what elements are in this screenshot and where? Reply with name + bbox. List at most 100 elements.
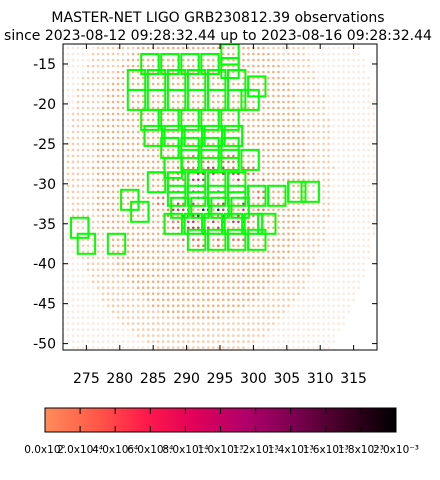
probability-point	[352, 154, 355, 158]
probability-point	[242, 298, 245, 302]
probability-point	[302, 130, 305, 134]
probability-point	[187, 142, 190, 146]
probability-point	[187, 160, 190, 164]
probability-point	[322, 118, 325, 122]
probability-point	[136, 178, 140, 182]
probability-point	[141, 322, 145, 325]
probability-point	[176, 244, 180, 247]
probability-point	[136, 340, 140, 343]
probability-point	[232, 118, 235, 122]
probability-point	[212, 208, 215, 212]
probability-point	[76, 112, 80, 116]
probability-point	[171, 166, 175, 170]
probability-point	[337, 82, 340, 86]
probability-point	[272, 268, 275, 272]
probability-point	[91, 130, 95, 134]
probability-point	[86, 142, 90, 146]
probability-point	[187, 262, 190, 266]
probability-point	[292, 148, 295, 152]
observation-field	[200, 108, 220, 131]
probability-point	[202, 100, 205, 104]
probability-point	[141, 208, 145, 212]
probability-point	[207, 130, 210, 134]
probability-point	[202, 280, 205, 284]
probability-point	[252, 100, 255, 104]
probability-point	[302, 280, 305, 284]
probability-point	[252, 190, 255, 194]
probability-point	[277, 232, 280, 236]
probability-point	[81, 220, 85, 224]
probability-point	[277, 208, 280, 212]
probability-point	[307, 196, 310, 200]
probability-point	[66, 124, 70, 128]
probability-point	[297, 52, 300, 56]
probability-point	[101, 142, 105, 146]
probability-point	[307, 178, 310, 182]
probability-point	[342, 148, 345, 152]
observation-field	[70, 216, 90, 239]
probability-point	[307, 82, 310, 86]
probability-point	[347, 304, 350, 308]
probability-point	[252, 328, 255, 331]
probability-point	[287, 76, 290, 80]
observation-field	[180, 148, 200, 171]
probability-point	[267, 112, 270, 116]
probability-point	[76, 76, 80, 80]
probability-point	[317, 316, 320, 319]
y-axis: -15-20-25-30-35-40-45-50	[33, 57, 377, 353]
probability-point	[272, 58, 275, 62]
probability-point	[267, 268, 270, 272]
probability-point	[176, 292, 180, 296]
probability-point	[171, 298, 175, 302]
y-tick-label: -35	[33, 217, 56, 233]
probability-point	[367, 160, 370, 164]
probability-point	[212, 202, 215, 206]
probability-point	[302, 118, 305, 122]
probability-point	[277, 52, 280, 56]
probability-point	[182, 328, 185, 331]
probability-point	[242, 340, 245, 343]
probability-point	[207, 298, 210, 302]
probability-point	[277, 214, 280, 218]
probability-point	[192, 178, 195, 182]
probability-point	[372, 202, 376, 206]
probability-point	[96, 64, 100, 68]
probability-point	[312, 232, 315, 236]
probability-point	[197, 250, 200, 253]
probability-point	[267, 76, 270, 80]
probability-point	[327, 328, 330, 331]
probability-point	[101, 154, 105, 158]
probability-point	[101, 160, 105, 164]
probability-point	[212, 76, 215, 80]
probability-point	[322, 280, 325, 284]
probability-point	[352, 82, 355, 86]
probability-point	[116, 136, 120, 140]
probability-point	[307, 214, 310, 218]
probability-point	[232, 94, 235, 98]
probability-point	[302, 52, 305, 56]
probability-point	[101, 58, 105, 62]
probability-point	[146, 154, 150, 158]
probability-point	[252, 208, 255, 212]
probability-point	[136, 82, 140, 86]
probability-point	[131, 250, 135, 253]
probability-point	[96, 184, 100, 188]
probability-point	[192, 268, 195, 272]
probability-point	[357, 160, 360, 164]
probability-point	[272, 274, 275, 278]
probability-point	[227, 154, 230, 158]
probability-point	[161, 100, 165, 104]
probability-point	[86, 268, 90, 272]
probability-point	[66, 178, 70, 182]
probability-point	[202, 316, 205, 319]
probability-point	[342, 322, 345, 325]
probability-point	[182, 154, 185, 158]
probability-point	[242, 154, 245, 158]
probability-point	[81, 280, 85, 284]
probability-point	[121, 112, 125, 116]
probability-point	[227, 46, 230, 50]
probability-point	[81, 58, 85, 62]
probability-point	[151, 214, 155, 218]
probability-point	[342, 142, 345, 146]
probability-point	[146, 142, 150, 146]
